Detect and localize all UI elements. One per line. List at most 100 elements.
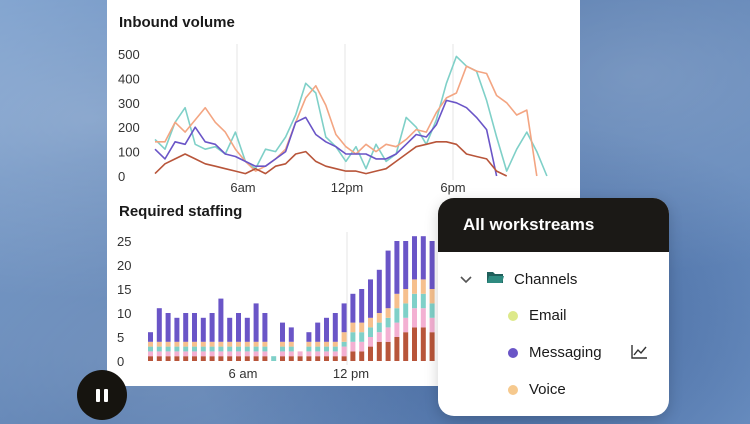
bar-segment: [341, 346, 347, 357]
bar-segment: [148, 356, 153, 361]
bar-segment: [420, 308, 426, 328]
bar-segment: [368, 337, 373, 347]
bar-segment: [412, 327, 417, 361]
bar-segment: [156, 356, 162, 361]
bar-segment: [359, 322, 365, 333]
bar-segment: [244, 351, 250, 357]
workstreams-panel: All workstreams Channels Email Messaging…: [438, 198, 669, 416]
bar-segment: [253, 346, 259, 352]
y-tick-label: 200: [118, 120, 140, 135]
bar-segment: [209, 341, 215, 347]
bar-segment: [227, 341, 233, 347]
voice-label: Voice: [529, 381, 566, 398]
workstream-item-messaging[interactable]: Messaging: [508, 344, 602, 361]
bar-segment: [262, 346, 268, 352]
y-tick-label: 20: [117, 258, 131, 273]
bar-segment: [376, 313, 382, 323]
workstream-item-voice[interactable]: Voice: [508, 381, 566, 398]
bar-segment: [332, 313, 338, 342]
x-tick-label: 6am: [230, 180, 255, 195]
bar-segment: [288, 327, 294, 342]
bar-segment: [192, 313, 197, 342]
bar-segment: [315, 351, 321, 357]
bar-segment: [315, 356, 321, 361]
series-line: [155, 65, 538, 177]
bar-segment: [385, 250, 391, 309]
bar-segment: [359, 332, 365, 342]
bar-segment: [385, 341, 391, 361]
y-tick-label: 25: [117, 234, 131, 249]
bar-segment: [174, 317, 180, 342]
messaging-color-dot: [508, 347, 518, 358]
bar-segment: [297, 351, 303, 357]
x-tick-label: 6pm: [440, 180, 465, 195]
bar-segment: [324, 346, 329, 352]
email-color-dot: [508, 310, 518, 321]
bar-segment: [306, 346, 312, 352]
y-tick-label: 0: [118, 169, 125, 184]
y-tick-label: 300: [118, 96, 140, 111]
bar-segment: [350, 351, 356, 361]
channels-group[interactable]: Channels: [460, 270, 577, 288]
bar-segment: [332, 351, 338, 357]
bar-segment: [306, 341, 312, 347]
bar-segment: [183, 313, 189, 342]
bar-segment: [394, 322, 400, 337]
messaging-label: Messaging: [529, 344, 602, 361]
bar-segment: [174, 346, 180, 352]
bar-segment: [200, 346, 206, 352]
bar-segment: [429, 289, 435, 304]
channels-label: Channels: [514, 270, 578, 288]
bar-segment: [280, 356, 285, 361]
required-staffing-title: Required staffing: [119, 203, 243, 220]
bar-segment: [192, 351, 197, 357]
bar-segment: [306, 332, 312, 342]
bar-segment: [288, 346, 294, 352]
bar-segment: [368, 327, 373, 337]
bar-segment: [183, 346, 189, 352]
bar-segment: [218, 351, 224, 357]
bar-segment: [200, 356, 206, 361]
bar-segment: [236, 351, 241, 357]
bar-segment: [262, 313, 268, 342]
inbound-volume-title: Inbound volume: [119, 14, 235, 31]
chevron-down-icon[interactable]: [460, 271, 472, 288]
bar-segment: [165, 346, 171, 352]
bar-segment: [227, 346, 233, 352]
workstream-item-email[interactable]: Email: [508, 307, 567, 324]
bar-segment: [332, 356, 338, 361]
bar-segment: [376, 269, 382, 313]
bar-segment: [324, 351, 329, 357]
bar-segment: [359, 351, 365, 361]
bar-segment: [262, 351, 268, 357]
bar-segment: [403, 241, 409, 289]
bar-segment: [174, 356, 180, 361]
bar-segment: [420, 327, 426, 361]
bar-segment: [174, 341, 180, 347]
pause-button[interactable]: [77, 370, 127, 420]
bar-segment: [324, 341, 329, 347]
panel-title: All workstreams: [438, 198, 669, 252]
bar-segment: [315, 346, 321, 352]
bar-segment: [262, 341, 268, 347]
bar-segment: [218, 298, 224, 342]
bar-segment: [209, 313, 215, 342]
bar-segment: [183, 341, 189, 347]
line-chart-icon[interactable]: [630, 344, 648, 365]
x-tick-label: 12pm: [331, 180, 364, 195]
x-tick-label: 6 am: [229, 366, 258, 381]
bar-segment: [165, 351, 171, 357]
email-label: Email: [529, 307, 567, 324]
bar-segment: [156, 346, 162, 352]
bar-segment: [394, 241, 400, 294]
bar-segment: [288, 341, 294, 347]
bar-segment: [227, 351, 233, 357]
bar-segment: [350, 341, 356, 352]
bar-segment: [394, 308, 400, 323]
voice-color-dot: [508, 384, 518, 395]
bar-segment: [341, 356, 347, 361]
bar-segment: [306, 356, 312, 361]
bar-segment: [429, 317, 435, 333]
bar-segment: [420, 236, 426, 280]
folder-icon: [486, 270, 504, 288]
